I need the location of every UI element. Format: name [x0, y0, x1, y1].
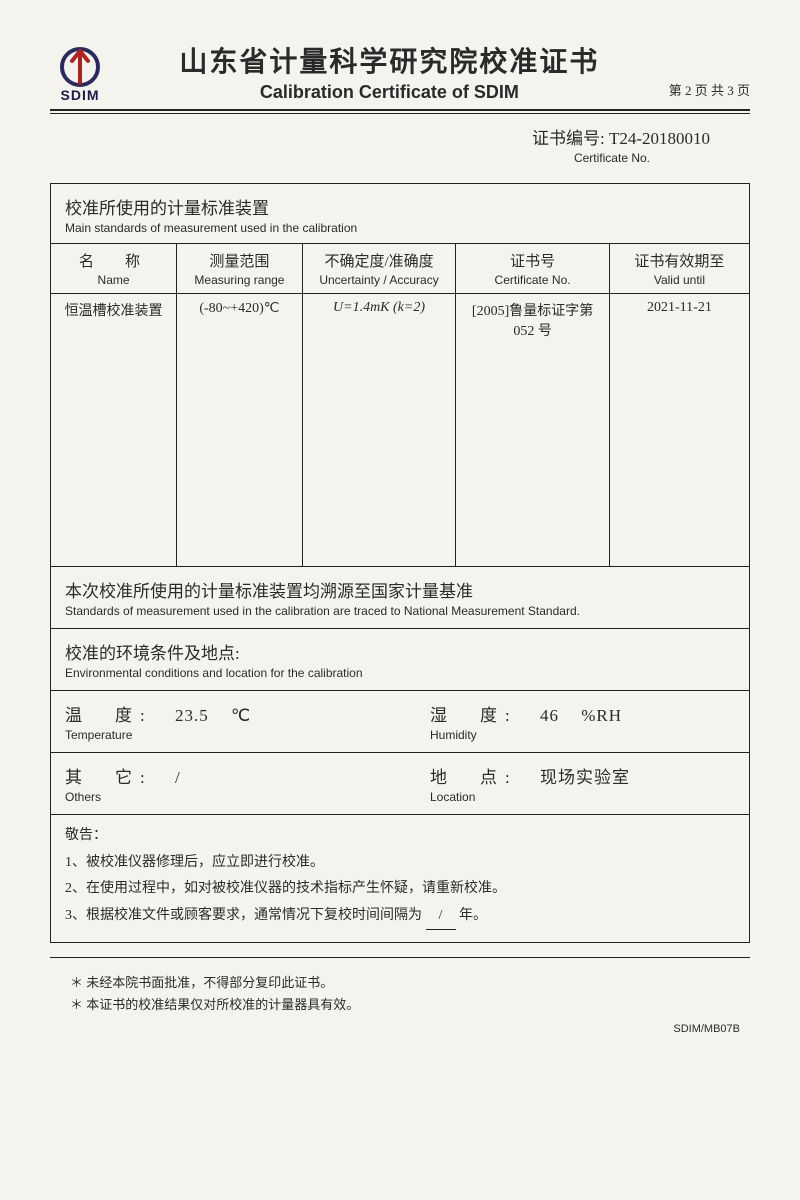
cell-uncertainty: U=1.4mK (k=2): [302, 294, 456, 567]
cert-number: T24-20180010: [609, 129, 710, 148]
standards-title-cn: 校准所使用的计量标准装置: [65, 194, 735, 219]
sdim-logo: SDIM: [50, 43, 110, 103]
col-name-cn: 名 称: [79, 254, 148, 270]
recal-interval-blank: /: [426, 903, 456, 931]
logo-icon: [58, 47, 102, 87]
form-code: SDIM/MB07B: [50, 1023, 750, 1035]
table-header-row: 名 称 Name 测量范围 Measuring range 不确定度/准确度 U…: [51, 244, 749, 294]
footnote-1: ＊ 未经本院书面批准，不得部分复印此证书。: [70, 972, 750, 994]
col-valid-en: Valid until: [614, 273, 745, 287]
footnotes: ＊ 未经本院书面批准，不得部分复印此证书。 ＊ 本证书的校准结果仅对所校准的计量…: [50, 972, 750, 1016]
divider-thick: [50, 109, 750, 111]
env-title-en: Environmental conditions and location fo…: [65, 666, 735, 680]
temp-value: 23.5: [175, 706, 209, 725]
notice-heading: 敬告：: [65, 823, 735, 850]
divider-thin: [50, 113, 750, 114]
cert-label-cn: 证书编号:: [532, 129, 605, 148]
temp-label-en: Temperature: [65, 728, 370, 742]
notice-section: 敬告： 1、被校准仪器修理后，应立即进行校准。 2、在使用过程中，如对被校准仪器…: [51, 815, 749, 942]
col-certno-cn: 证书号: [510, 254, 555, 270]
standards-table: 名 称 Name 测量范围 Measuring range 不确定度/准确度 U…: [51, 244, 749, 566]
temp-label-cn: 温 度:: [65, 706, 153, 725]
notice-item-3: 3、根据校准文件或顾客要求，通常情况下复校时间间隔为 / 年。: [65, 903, 735, 931]
col-valid-cn: 证书有效期至: [634, 254, 724, 270]
section-trace: 本次校准所使用的计量标准装置均溯源至国家计量基准 Standards of me…: [51, 566, 749, 629]
title-en: Calibration Certificate of SDIM: [122, 82, 657, 103]
col-range-cn: 测量范围: [209, 254, 269, 270]
footnote-2: ＊ 本证书的校准结果仅对所校准的计量器具有效。: [70, 994, 750, 1016]
loc-value: 现场实验室: [540, 768, 630, 787]
env-row-temp-hum: 温 度: 23.5 ℃ Temperature 湿 度: 46 %RH Humi…: [51, 691, 749, 753]
others-value: /: [175, 768, 181, 787]
cell-name: 恒温槽校准装置: [51, 294, 177, 567]
table-row: 恒温槽校准装置 (-80~+420)℃ U=1.4mK (k=2) [2005]…: [51, 294, 749, 567]
cell-range: (-80~+420)℃: [177, 294, 303, 567]
title-cn: 山东省计量科学研究院校准证书: [122, 40, 657, 80]
env-title-cn: 校准的环境条件及地点:: [65, 639, 735, 664]
notice-item-2: 2、在使用过程中，如对被校准仪器的技术指标产生怀疑，请重新校准。: [65, 876, 735, 903]
others-label-cn: 其 它:: [65, 768, 153, 787]
hum-label-cn: 湿 度:: [430, 706, 518, 725]
col-range-en: Measuring range: [181, 273, 298, 287]
header: SDIM 山东省计量科学研究院校准证书 Calibration Certific…: [50, 40, 750, 103]
loc-label-en: Location: [430, 790, 735, 804]
page-number: 第 2 页 共 3 页: [669, 80, 750, 103]
footer-divider: [50, 957, 750, 958]
standards-title-en: Main standards of measurement used in th…: [65, 221, 735, 235]
col-certno-en: Certificate No.: [460, 273, 605, 287]
hum-label-en: Humidity: [430, 728, 735, 742]
cell-valid: 2021-11-21: [609, 294, 749, 567]
temp-unit: ℃: [231, 706, 251, 725]
hum-value: 46: [540, 706, 559, 725]
notice-item-1: 1、被校准仪器修理后，应立即进行校准。: [65, 850, 735, 877]
logo-text: SDIM: [61, 87, 100, 103]
loc-label-cn: 地 点:: [430, 768, 518, 787]
trace-title-cn: 本次校准所使用的计量标准装置均溯源至国家计量基准: [65, 577, 735, 602]
col-unc-en: Uncertainty / Accuracy: [307, 273, 452, 287]
cell-certno: [2005]鲁量标证字第 052 号: [456, 294, 610, 567]
certificate-number-block: 证书编号: T24-20180010 Certificate No.: [50, 124, 750, 165]
others-label-en: Others: [65, 790, 370, 804]
trace-title-en: Standards of measurement used in the cal…: [65, 604, 735, 618]
section-standards-heading: 校准所使用的计量标准装置 Main standards of measureme…: [51, 184, 749, 244]
section-env-heading: 校准的环境条件及地点: Environmental conditions and…: [51, 629, 749, 691]
col-unc-cn: 不确定度/准确度: [324, 254, 433, 270]
hum-unit: %RH: [581, 706, 622, 725]
cert-label-en: Certificate No.: [50, 151, 710, 165]
content-box: 校准所使用的计量标准装置 Main standards of measureme…: [50, 183, 750, 943]
env-row-other-loc: 其 它: / Others 地 点: 现场实验室 Location: [51, 753, 749, 815]
col-name-en: Name: [55, 273, 172, 287]
